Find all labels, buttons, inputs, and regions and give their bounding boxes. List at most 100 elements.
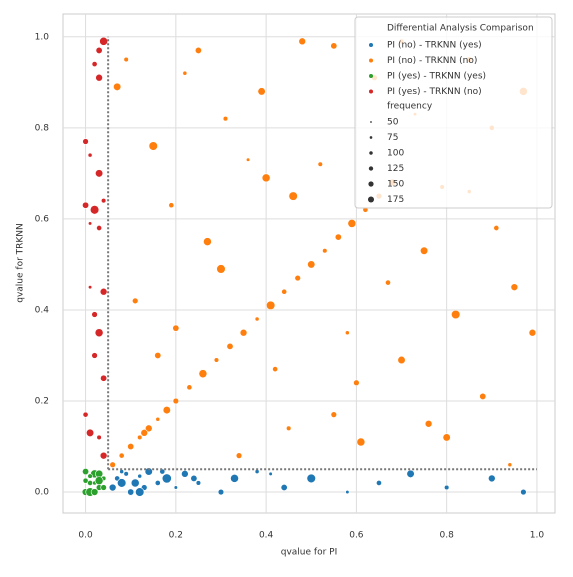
point xyxy=(222,116,229,122)
point xyxy=(345,330,350,336)
point xyxy=(182,70,188,76)
legend-size-marker xyxy=(368,166,374,171)
point xyxy=(99,451,108,460)
point xyxy=(488,474,496,483)
x-axis-label: qvalue for PI xyxy=(281,548,337,558)
point xyxy=(95,169,104,178)
point xyxy=(108,483,117,492)
x-tick-label: 0.2 xyxy=(169,531,183,541)
point xyxy=(528,328,537,337)
point xyxy=(87,473,93,479)
point xyxy=(385,279,391,286)
legend-label: PI (yes) - TRKNN (no) xyxy=(387,87,482,97)
point xyxy=(90,488,99,496)
point xyxy=(91,311,98,318)
point xyxy=(82,201,90,209)
legend-title: Differential Analysis Comparison xyxy=(387,24,534,34)
point xyxy=(173,485,178,490)
point xyxy=(376,480,382,486)
y-tick-label: 0.6 xyxy=(35,214,50,224)
point xyxy=(95,46,103,54)
x-tick-label: 1.0 xyxy=(530,531,545,541)
point xyxy=(286,425,292,431)
legend-size-marker xyxy=(369,136,373,139)
point xyxy=(87,152,93,158)
point xyxy=(493,225,500,231)
point xyxy=(144,467,153,476)
point xyxy=(109,461,116,468)
point xyxy=(89,205,100,215)
point xyxy=(230,474,239,483)
point xyxy=(100,198,107,204)
point xyxy=(82,477,89,484)
point xyxy=(118,452,125,459)
legend-size-marker xyxy=(370,121,372,123)
point xyxy=(451,309,461,320)
y-tick-label: 0.0 xyxy=(35,488,50,498)
point xyxy=(280,484,288,492)
point xyxy=(520,488,527,496)
legend-size-label: 50 xyxy=(387,118,399,128)
point xyxy=(154,351,162,359)
legend-size-label: 125 xyxy=(387,164,404,174)
point xyxy=(162,406,171,415)
legend-size-label: 75 xyxy=(387,133,398,143)
point xyxy=(507,462,513,468)
point xyxy=(217,488,225,496)
x-tick-label: 0.4 xyxy=(259,531,274,541)
point xyxy=(245,157,251,162)
legend-marker xyxy=(369,43,373,47)
point xyxy=(265,300,276,311)
point xyxy=(130,478,140,488)
point xyxy=(82,468,90,476)
point xyxy=(330,42,338,50)
point xyxy=(100,374,108,382)
point xyxy=(113,82,122,91)
point xyxy=(347,219,357,228)
point xyxy=(94,476,104,486)
point xyxy=(127,488,135,496)
point xyxy=(226,342,234,350)
point xyxy=(123,471,129,477)
point xyxy=(82,411,89,418)
y-tick-label: 1.0 xyxy=(35,32,50,42)
point xyxy=(195,480,202,486)
point xyxy=(96,434,102,441)
point xyxy=(334,233,342,241)
point xyxy=(307,260,316,269)
point xyxy=(86,428,95,437)
point xyxy=(94,328,104,338)
point xyxy=(294,274,301,282)
point xyxy=(317,161,323,167)
point xyxy=(91,352,98,359)
legend-size-marker xyxy=(367,196,375,203)
point xyxy=(190,474,198,482)
point xyxy=(306,473,316,484)
x-tick-label: 0.0 xyxy=(78,531,93,541)
point xyxy=(420,246,429,255)
point xyxy=(213,357,220,363)
point xyxy=(444,484,450,491)
point xyxy=(397,355,406,365)
legend-size-label: 100 xyxy=(387,149,404,159)
point xyxy=(99,287,108,296)
point xyxy=(406,469,415,478)
point xyxy=(91,61,98,68)
point xyxy=(322,248,328,254)
point xyxy=(148,141,158,151)
legend-box xyxy=(354,16,553,209)
point xyxy=(510,283,519,291)
point xyxy=(99,36,108,46)
legend-size-marker xyxy=(369,151,373,155)
y-tick-label: 0.2 xyxy=(35,396,49,406)
point xyxy=(330,411,338,418)
point xyxy=(254,316,260,322)
point xyxy=(298,37,307,46)
point xyxy=(161,473,172,484)
y-axis-label: qvalue for TRKNN xyxy=(16,223,26,303)
legend-size-marker xyxy=(368,181,374,187)
legend-marker xyxy=(369,74,373,78)
point xyxy=(216,264,226,274)
point xyxy=(123,56,129,63)
